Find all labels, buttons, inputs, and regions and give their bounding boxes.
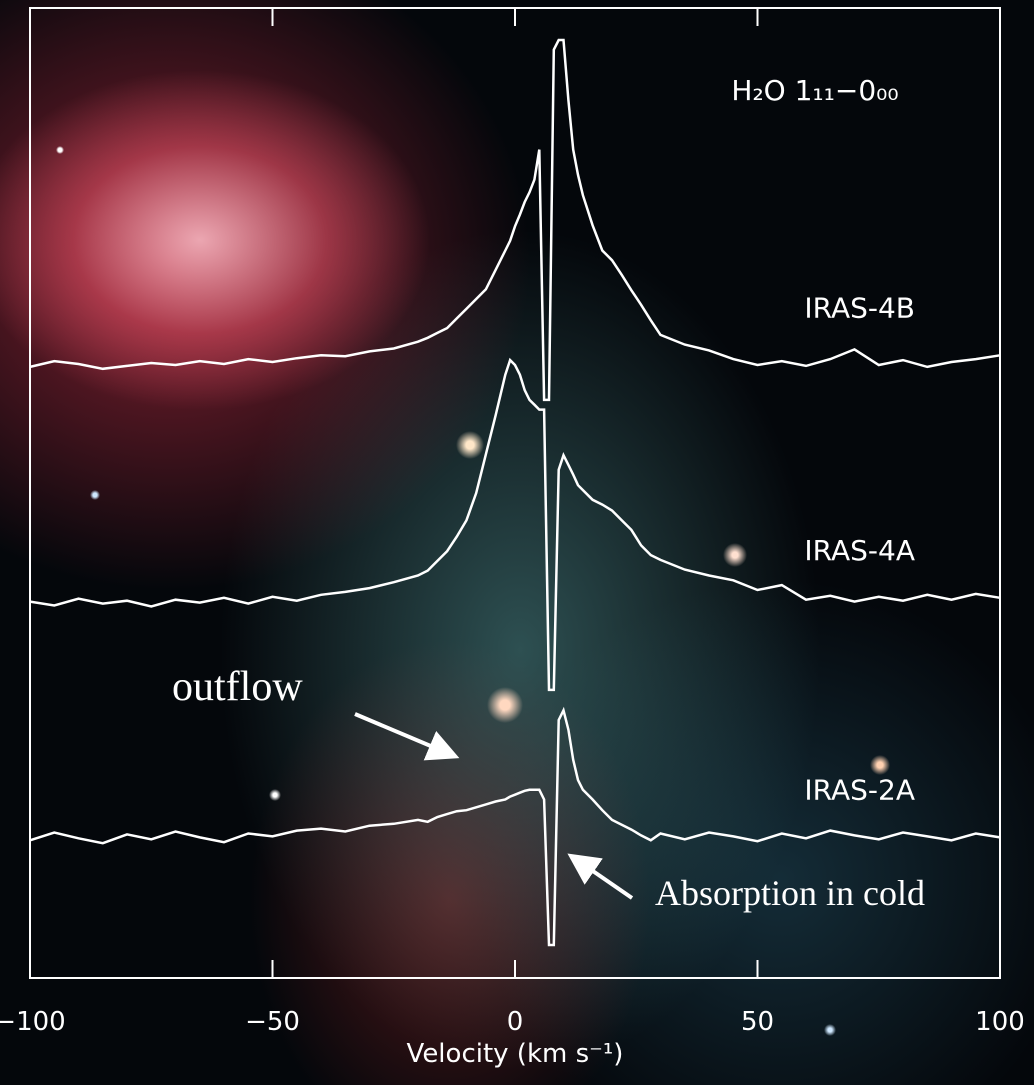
x-tick-label: 50: [741, 1007, 774, 1037]
arrow: [355, 714, 452, 755]
spectrum-line: [30, 360, 1000, 690]
page: H₂O 1₁₁−0₀₀ Velocity (km s⁻¹) outflow Ab…: [0, 0, 1034, 1085]
x-tick-label: −100: [0, 1007, 66, 1037]
chart-title: H₂O 1₁₁−0₀₀: [731, 74, 898, 107]
chart: H₂O 1₁₁−0₀₀ Velocity (km s⁻¹) outflow Ab…: [0, 0, 1034, 1085]
x-tick-label: 0: [507, 1007, 524, 1037]
series-label: IRAS-4B: [804, 291, 915, 324]
x-axis-label: Velocity (km s⁻¹): [407, 1039, 624, 1069]
series-label: IRAS-4A: [804, 534, 915, 567]
arrow: [574, 858, 632, 898]
series-label: IRAS-2A: [804, 773, 915, 806]
annotation: Absorption in cold: [655, 873, 925, 913]
x-tick-label: −50: [245, 1007, 300, 1037]
x-tick-label: 100: [975, 1007, 1025, 1037]
annotation: outflow: [172, 664, 303, 710]
